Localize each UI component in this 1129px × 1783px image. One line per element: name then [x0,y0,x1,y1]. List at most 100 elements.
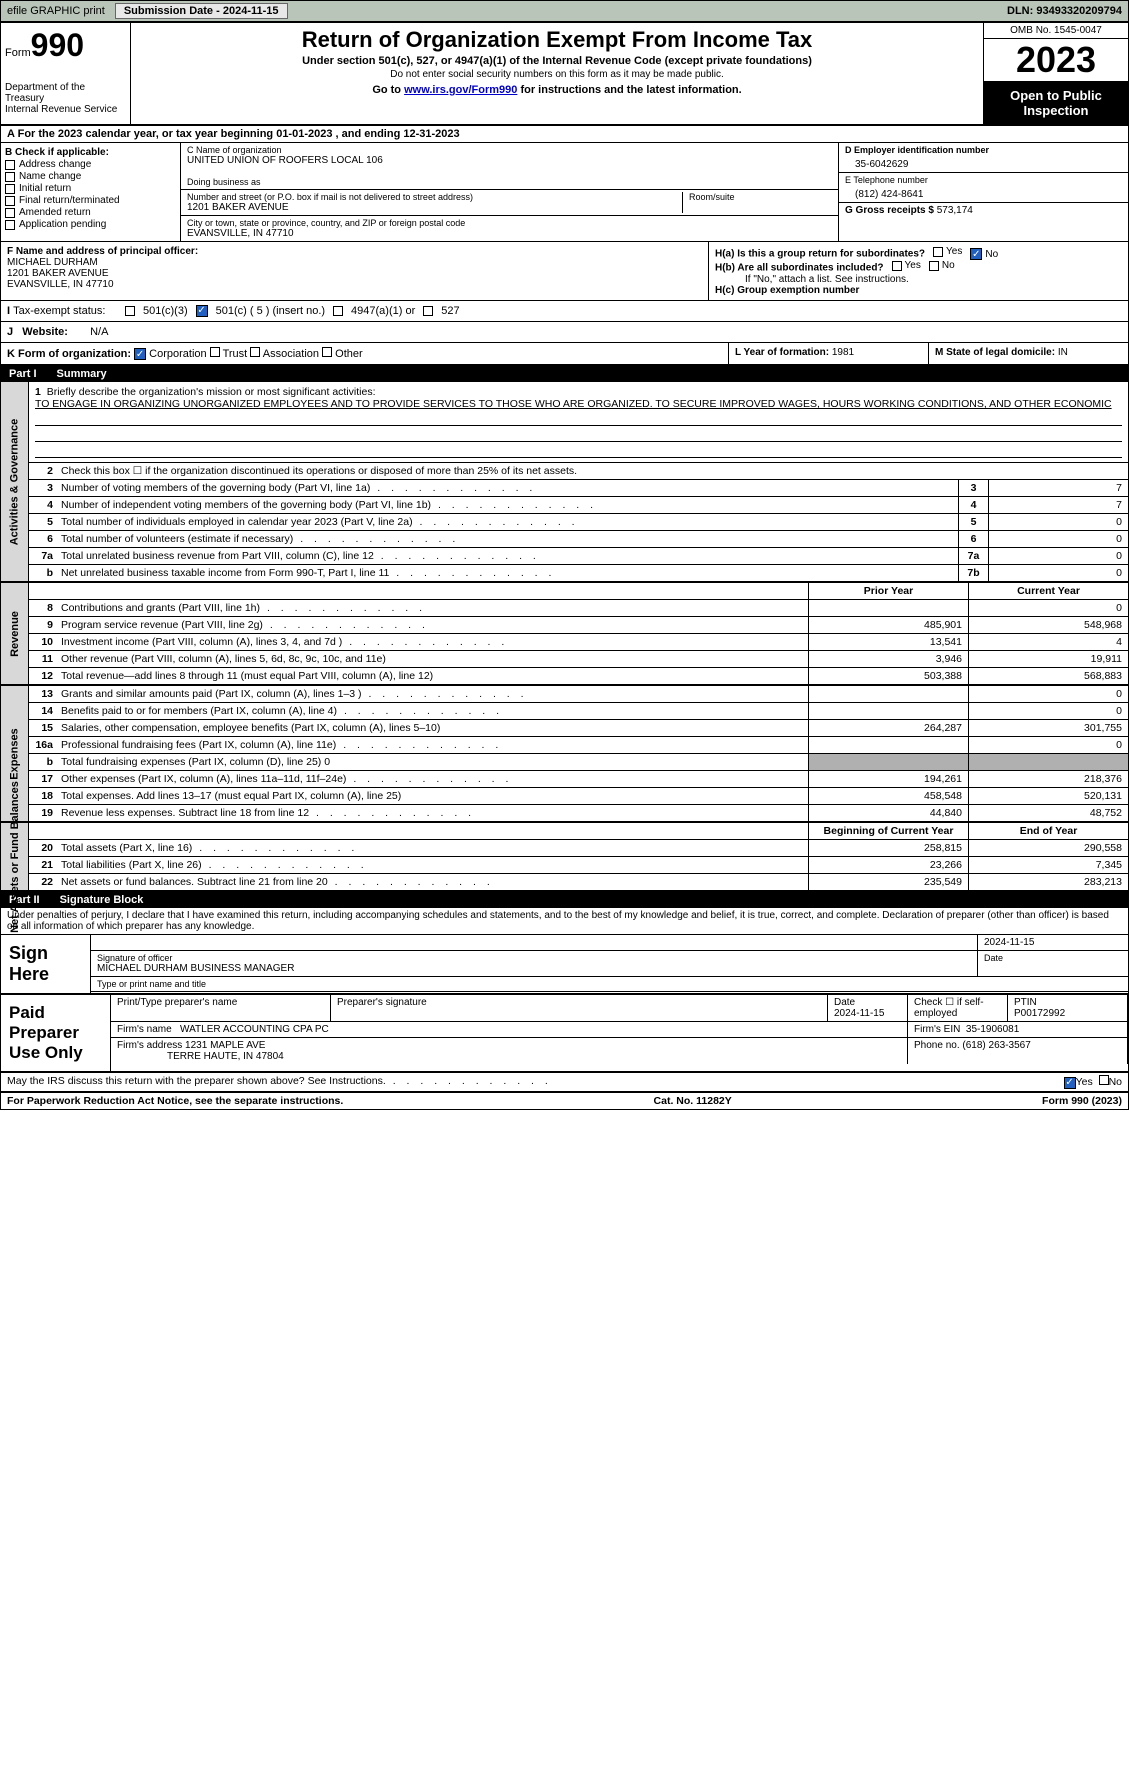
gross-receipts: 573,174 [937,205,973,216]
line-19-py: 44,840 [808,805,968,821]
line-19-cy: 48,752 [968,805,1128,821]
form-number: 990 [31,27,84,63]
line-10-cy: 4 [968,634,1128,650]
part-1-header: Part ISummary [1,366,1128,382]
line-17-py: 194,261 [808,771,968,787]
line-13-cy: 0 [968,686,1128,702]
topbar: efile GRAPHIC print Submission Date - 20… [0,0,1129,22]
check-address-change[interactable] [5,160,15,170]
org-city: EVANSVILLE, IN 47710 [187,228,832,239]
open-to-public: Open to Public Inspection [984,82,1128,124]
check-hb-yes[interactable] [892,261,902,271]
check-discuss-yes[interactable]: ✓ [1064,1077,1076,1089]
submission-date: Submission Date - 2024-11-15 [115,3,288,19]
website: N/A [90,326,108,338]
efile-label: efile GRAPHIC print [7,5,105,17]
line-5-val: 0 [988,514,1128,530]
vtab-revenue: Revenue [1,583,29,684]
vtab-net-assets: Net Assets or Fund Balances [1,823,29,890]
org-name: UNITED UNION OF ROOFERS LOCAL 106 [187,155,832,166]
prep-date: 2024-11-15 [834,1008,884,1019]
line-16a-cy: 0 [968,737,1128,753]
sign-here-block: Sign Here 2024-11-15 Signature of office… [1,935,1128,995]
line-15-cy: 301,755 [968,720,1128,736]
check-trust[interactable] [210,347,220,357]
check-501c3[interactable] [125,306,135,316]
row-i-j: I Tax-exempt status: 501(c)(3) ✓501(c) (… [1,301,1128,322]
line-8-cy: 0 [968,600,1128,616]
department: Department of the Treasury [5,82,126,104]
ptin: P00172992 [1014,1008,1065,1019]
line-15-py: 264,287 [808,720,968,736]
check-application-pending[interactable] [5,220,15,230]
check-final-return[interactable] [5,196,15,206]
sign-date: 2024-11-15 [978,935,1128,950]
check-hb-no[interactable] [929,261,939,271]
form-title: Return of Organization Exempt From Incom… [141,27,973,53]
calendar-year-row: A For the 2023 calendar year, or tax yea… [1,126,1128,143]
irs: Internal Revenue Service [5,104,126,115]
firm-ein: 35-1906081 [966,1024,1019,1035]
line-12-cy: 568,883 [968,668,1128,684]
check-corp[interactable]: ✓ [134,348,146,360]
form-header: Form990 Department of the Treasury Inter… [1,23,1128,126]
line-10-py: 13,541 [808,634,968,650]
check-discuss-no[interactable] [1099,1075,1109,1085]
line-3-val: 7 [988,480,1128,496]
tax-year: 2023 [984,39,1128,82]
end-year-hdr: End of Year [968,823,1128,839]
mission-block: 1 Briefly describe the organization's mi… [29,382,1128,463]
line-21-end: 7,345 [968,857,1128,873]
check-initial-return[interactable] [5,184,15,194]
footer: For Paperwork Reduction Act Notice, see … [1,1093,1128,1109]
line-9-cy: 548,968 [968,617,1128,633]
officer-signature: MICHAEL DURHAM BUSINESS MANAGER [97,963,971,974]
paid-preparer-block: Paid Preparer Use Only Print/Type prepar… [1,995,1128,1073]
line-11-cy: 19,911 [968,651,1128,667]
check-ha-yes[interactable] [933,247,943,257]
box-c: C Name of organizationUNITED UNION OF RO… [181,143,838,241]
firm-phone: (618) 263-3567 [962,1040,1030,1051]
line-20-end: 290,558 [968,840,1128,856]
line-21-beg: 23,266 [808,857,968,873]
check-amended-return[interactable] [5,208,15,218]
prior-year-hdr: Prior Year [808,583,968,599]
line-11-py: 3,946 [808,651,968,667]
check-501c[interactable]: ✓ [196,305,208,317]
irs-gov-link[interactable]: www.irs.gov/Form990 [404,84,517,96]
check-assoc[interactable] [250,347,260,357]
line-7b-val: 0 [988,565,1128,581]
check-4947[interactable] [333,306,343,316]
vtab-governance: Activities & Governance [1,382,29,581]
org-street: 1201 BAKER AVENUE [187,202,682,213]
ein: 35-6042629 [845,155,1122,170]
form-subtitle: Under section 501(c), 527, or 4947(a)(1)… [141,55,973,67]
line-7a-val: 0 [988,548,1128,564]
line-14-cy: 0 [968,703,1128,719]
officer-name: MICHAEL DURHAM [7,257,98,268]
mission-text: TO ENGAGE IN ORGANIZING UNORGANIZED EMPL… [35,398,1122,410]
check-ha-no[interactable]: ✓ [970,248,982,260]
check-other[interactable] [322,347,332,357]
line-18-py: 458,548 [808,788,968,804]
line-9-py: 485,901 [808,617,968,633]
row-k: K Form of organization: ✓ Corporation Tr… [1,343,728,365]
check-527[interactable] [423,306,433,316]
line-22-beg: 235,549 [808,874,968,890]
firm-address: 1231 MAPLE AVE [185,1040,265,1051]
box-f: F Name and address of principal officer:… [1,242,708,300]
line-22-end: 283,213 [968,874,1128,890]
check-name-change[interactable] [5,172,15,182]
line-17-cy: 218,376 [968,771,1128,787]
beg-year-hdr: Beginning of Current Year [808,823,968,839]
discuss-row: May the IRS discuss this return with the… [1,1073,1128,1093]
firm-name: WATLER ACCOUNTING CPA PC [180,1024,329,1035]
telephone: (812) 424-8641 [845,185,1122,200]
declaration: Under penalties of perjury, I declare th… [1,908,1128,935]
form-word: Form [5,47,31,59]
box-b: B Check if applicable: Address change Na… [1,143,181,241]
row-l: L Year of formation: 1981 [728,343,928,365]
instructions-link: Go to www.irs.gov/Form990 for instructio… [141,84,973,96]
current-year-hdr: Current Year [968,583,1128,599]
line-4-val: 7 [988,497,1128,513]
